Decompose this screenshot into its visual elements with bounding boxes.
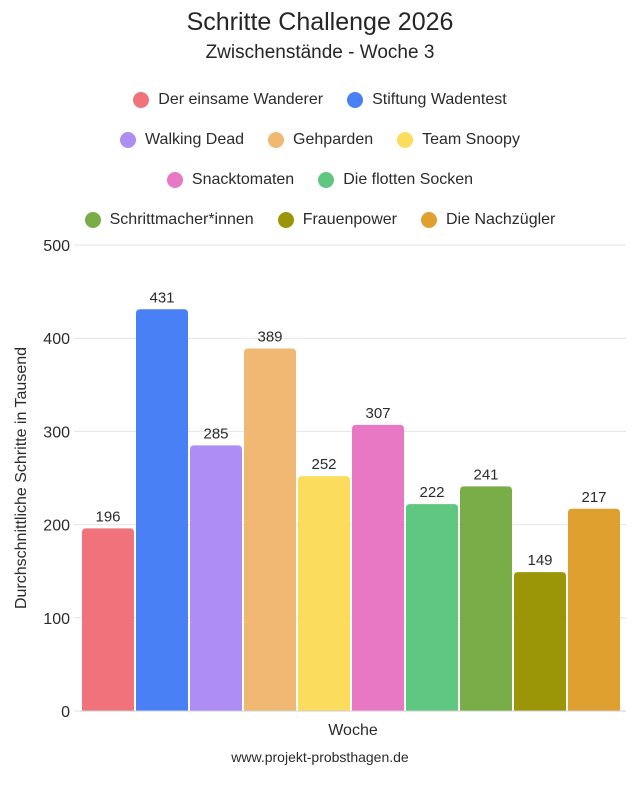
legend-label: Frauenpower [302,211,397,228]
chart-subtitle: Zwischenstände - Woche 3 [205,42,435,63]
chart-title: Schritte Challenge 2026 [186,8,454,36]
footer-url: www.projekt-probsthagen.de [231,749,409,765]
bar-value-label: 217 [581,489,606,506]
legend-swatch [277,212,294,228]
legend-swatch [397,132,414,148]
bar [460,486,512,711]
chart-legend: Der einsame Wanderer Stiftung Wadentest Wa… [0,80,640,240]
bar [568,508,620,711]
bar [82,528,134,711]
legend-label: Walking Dead [145,131,245,148]
bar-value-label: 431 [149,289,174,306]
legend-label: Der einsame Wanderer [158,91,324,108]
legend-swatch [120,132,137,148]
legend-item: Die Nachzügler [420,211,556,229]
bar [298,476,350,711]
legend-item: Team Snoopy [397,131,520,149]
bar [136,309,188,711]
legend-label: Die Nachzügler [445,211,556,228]
legend-swatch [166,172,183,188]
bar-value-label: 252 [311,456,336,473]
bar [514,572,566,711]
legend-label: Snacktomaten [191,171,295,188]
legend-label: Gehparden [293,131,374,148]
legend-item: Stiftung Wadentest [347,91,507,109]
bar-value-label: 389 [257,328,282,345]
legend-swatch [420,212,437,228]
bar-value-label: 285 [203,425,228,442]
legend-item: Snacktomaten [166,171,295,189]
legend-swatch [268,132,285,148]
legend-item: Der einsame Wanderer [133,91,323,109]
legend-row: Der einsame Wanderer Stiftung Wadentest [0,80,640,120]
legend-item: Schrittmacher*innen [84,211,254,229]
y-tick-label: 400 [43,331,70,348]
legend-label: Stiftung Wadentest [372,91,507,108]
legend-row: Snacktomaten Die flotten Socken [0,160,640,200]
legend-swatch [347,92,364,108]
y-axis-label: Durchschnittliche Schritte in Tausend [13,347,30,609]
y-tick-label: 0 [61,704,70,721]
legend-row: Schrittmacher*innen Frauenpower Die Nachzü… [0,200,640,240]
legend-item: Frauenpower [277,211,397,229]
bar [406,504,458,711]
legend-row: Walking Dead Gehparden Team Snoopy [0,120,640,160]
legend-label: Team Snoopy [422,131,520,148]
bar-value-label: 307 [365,405,390,422]
bar [190,445,242,711]
legend-swatch [84,212,101,228]
bar-value-label: 241 [473,466,498,483]
bar [244,348,296,711]
bar [352,424,404,711]
bar-value-label: 149 [527,552,552,569]
legend-swatch [133,92,150,108]
legend-item: Die flotten Socken [318,171,473,189]
y-tick-label: 100 [43,611,70,628]
y-tick-label: 500 [43,238,70,255]
legend-label: Die flotten Socken [343,171,474,188]
bar-value-label: 222 [419,484,444,501]
legend-item: Walking Dead [120,131,244,149]
bar-value-label: 196 [95,508,120,525]
y-tick-label: 200 [43,518,70,535]
legend-item: Gehparden [268,131,373,149]
y-tick-label: 300 [43,424,70,441]
legend-swatch [318,172,335,188]
x-axis-label: Woche [328,722,378,739]
legend-label: Schrittmacher*innen [109,211,254,228]
